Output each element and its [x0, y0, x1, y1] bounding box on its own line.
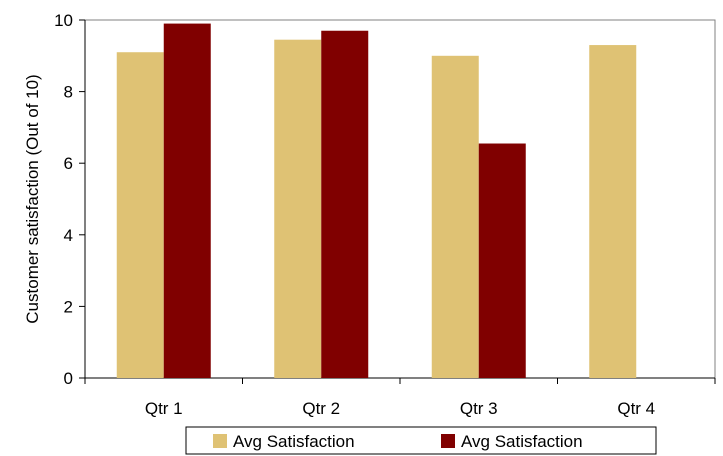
- legend: Avg Satisfaction Avg Satisfaction: [185, 426, 657, 455]
- bar-series-1-qtr-3: [431, 55, 479, 379]
- y-tick-label: 0: [64, 369, 73, 388]
- x-tick-label: Qtr 3: [460, 399, 498, 418]
- legend-label: Avg Satisfaction: [461, 432, 583, 451]
- x-axis: Qtr 1 Qtr 2 Qtr 3 Qtr 4: [84, 377, 716, 418]
- legend-label: Avg Satisfaction: [233, 432, 355, 451]
- x-tick-label: Qtr 2: [302, 399, 340, 418]
- y-tick-label: 4: [64, 226, 73, 245]
- bar-series-2-qtr-1: [163, 23, 211, 379]
- y-tick-label: 2: [64, 297, 73, 316]
- legend-swatch: [441, 434, 455, 448]
- y-axis: 0 2 4 6 8 10: [54, 11, 86, 388]
- bar-series-1-qtr-2: [274, 39, 322, 378]
- legend-box: [185, 426, 657, 455]
- bar-series-2-qtr-2: [321, 30, 369, 379]
- x-tick-label: Qtr 1: [145, 399, 183, 418]
- bars: [116, 23, 637, 379]
- y-tick-label: 10: [54, 11, 73, 30]
- bar-series-1-qtr-4: [589, 45, 637, 379]
- bar-series-1-qtr-1: [116, 52, 164, 378]
- y-tick-label: 6: [64, 154, 73, 173]
- y-tick-label: 8: [64, 83, 73, 102]
- bar-series-2-qtr-3: [478, 143, 526, 378]
- y-axis-title: Customer satisfaction (Out of 10): [23, 74, 42, 323]
- legend-swatch: [213, 434, 227, 448]
- x-tick-label: Qtr 4: [617, 399, 655, 418]
